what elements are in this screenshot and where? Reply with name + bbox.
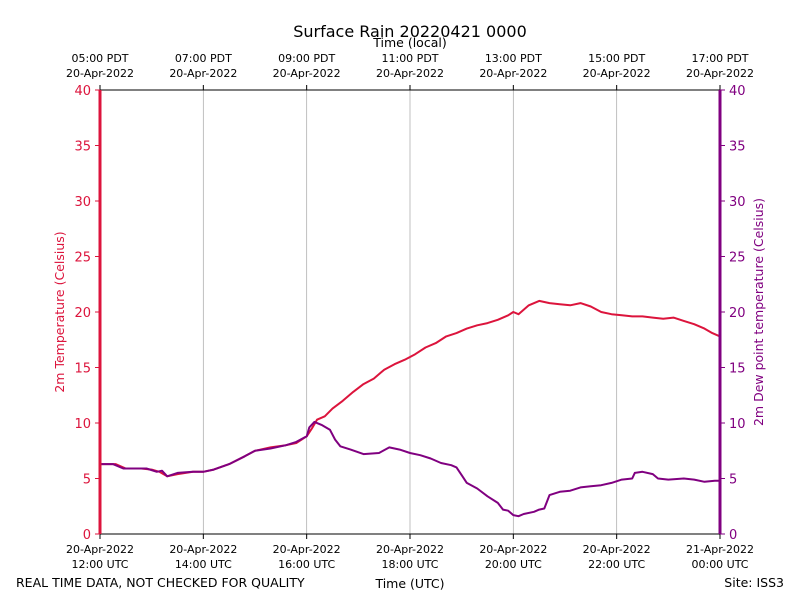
top-tick-label-date: 20-Apr-2022 <box>686 67 754 80</box>
x-tick-label-time: 14:00 UTC <box>175 558 232 571</box>
top-tick-label-time: 11:00 PDT <box>381 52 438 65</box>
top-tick-label-date: 20-Apr-2022 <box>479 67 547 80</box>
top-tick-label-time: 05:00 PDT <box>71 52 128 65</box>
x-tick-label-time: 18:00 UTC <box>381 558 438 571</box>
top-tick-label-date: 20-Apr-2022 <box>273 67 341 80</box>
top-tick-label-time: 09:00 PDT <box>278 52 335 65</box>
top-tick-label-time: 15:00 PDT <box>588 52 645 65</box>
quality-note: REAL TIME DATA, NOT CHECKED FOR QUALITY <box>16 575 305 590</box>
top-tick-label-date: 20-Apr-2022 <box>66 67 134 80</box>
y-tick-label-left: 20 <box>74 306 91 321</box>
y-tick-label-left: 30 <box>74 195 91 210</box>
y-tick-label-right: 25 <box>729 251 746 266</box>
y-tick-label-left: 35 <box>74 140 91 155</box>
x-tick-label-time: 00:00 UTC <box>691 558 748 571</box>
x-tick-label-date: 20-Apr-2022 <box>376 543 444 556</box>
x-tick-label-time: 22:00 UTC <box>588 558 645 571</box>
chart-title: Surface Rain 20220421 0000 <box>293 22 527 41</box>
y-tick-label-left: 5 <box>83 473 91 488</box>
site-label: Site: ISS3 <box>724 575 784 590</box>
y-tick-label-right: 0 <box>729 528 737 543</box>
y-tick-label-right: 30 <box>729 195 746 210</box>
y-tick-label-left: 25 <box>74 251 91 266</box>
top-tick-label-date: 20-Apr-2022 <box>376 67 444 80</box>
y-tick-label-right: 15 <box>729 362 746 377</box>
top-axis-label: Time (local) <box>372 35 446 50</box>
y-tick-label-right: 10 <box>729 417 746 432</box>
x-tick-label-date: 20-Apr-2022 <box>583 543 651 556</box>
top-tick-label-date: 20-Apr-2022 <box>583 67 651 80</box>
top-tick-label-time: 17:00 PDT <box>691 52 748 65</box>
y-tick-label-left: 10 <box>74 417 91 432</box>
x-tick-label-time: 20:00 UTC <box>485 558 542 571</box>
x-tick-label-time: 16:00 UTC <box>278 558 335 571</box>
right-axis-label: 2m Dew point temperature (Celsius) <box>751 198 766 426</box>
x-tick-label-date: 20-Apr-2022 <box>273 543 341 556</box>
series-lines <box>100 299 721 518</box>
y-tick-label-right: 35 <box>729 140 746 155</box>
y-tick-label-right: 40 <box>729 84 746 99</box>
x-tick-label-date: 20-Apr-2022 <box>66 543 134 556</box>
x-tick-label-time: 12:00 UTC <box>71 558 128 571</box>
axis-ticks: 20-Apr-2022 12:00 UTC 20-Apr-2022 14:00 UTC… <box>66 52 754 571</box>
top-tick-label-date: 20-Apr-2022 <box>169 67 237 80</box>
bottom-axis-label: Time (UTC) <box>374 576 444 591</box>
grid-lines <box>202 90 618 534</box>
x-tick-label-date: 21-Apr-2022 <box>686 543 754 556</box>
x-tick-label-date: 20-Apr-2022 <box>169 543 237 556</box>
left-axis-label: 2m Temperature (Celsius) <box>52 231 67 392</box>
top-tick-label-time: 07:00 PDT <box>175 52 232 65</box>
y-tick-label-left: 15 <box>74 362 91 377</box>
y-tick-label-right: 5 <box>729 473 737 488</box>
dewpoint-line <box>100 420 720 518</box>
top-tick-label-time: 13:00 PDT <box>485 52 542 65</box>
y-tick-label-left: 0 <box>83 528 91 543</box>
y-tick-label-right: 20 <box>729 306 746 321</box>
y-tick-label-left: 40 <box>74 84 91 99</box>
x-tick-label-date: 20-Apr-2022 <box>479 543 547 556</box>
